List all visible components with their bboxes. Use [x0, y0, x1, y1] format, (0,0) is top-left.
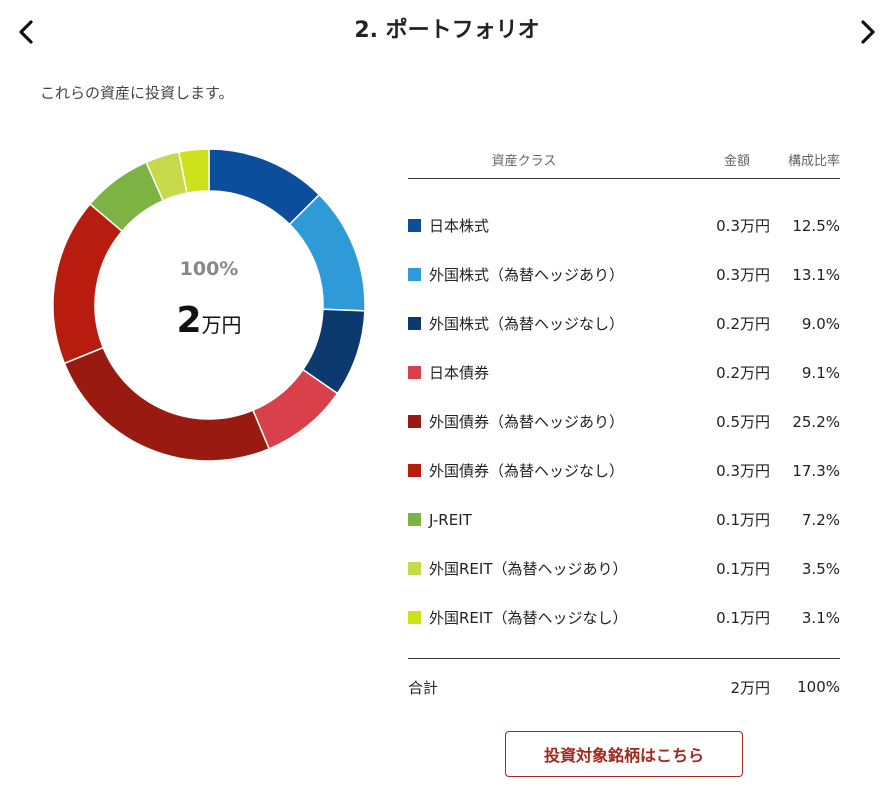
next-button[interactable] — [850, 12, 886, 52]
table-rows: 日本株式 0.3万円 12.5% 外国株式（為替ヘッジあり） 0.3万円 13.1% 外国株… — [408, 179, 840, 642]
legend-swatch — [408, 513, 421, 526]
row-amount: 0.3万円 — [716, 217, 770, 235]
legend-swatch — [408, 219, 421, 232]
row-ratio: 7.2% — [801, 510, 840, 529]
row-amount: 0.2万円 — [716, 315, 770, 333]
total-amount: 2万円 — [730, 678, 770, 697]
row-ratio: 3.1% — [801, 608, 840, 627]
row-label: 日本株式 — [429, 217, 490, 235]
legend-swatch — [408, 562, 421, 575]
table-row: J-REIT 0.1万円 7.2% — [408, 495, 840, 544]
header-asset-class: 資産クラス — [491, 153, 557, 169]
row-amount: 0.1万円 — [716, 511, 770, 529]
row-ratio: 12.5% — [792, 216, 840, 235]
row-amount: 0.5万円 — [716, 413, 770, 431]
row-label: 外国債券（為替ヘッジあり） — [429, 413, 625, 431]
investment-targets-button[interactable]: 投資対象銘柄はこちら — [505, 731, 743, 777]
table-row: 外国債券（為替ヘッジあり） 0.5万円 25.2% — [408, 397, 840, 446]
row-ratio: 25.2% — [792, 412, 840, 431]
asset-allocation-table: 資産クラス 金額 構成比率 日本株式 0.3万円 12.5% 外国株式（為替ヘッジあり… — [408, 140, 840, 642]
donut-slice — [177, 148, 210, 195]
table-row: 外国REIT（為替ヘッジあり） 0.1万円 3.5% — [408, 544, 840, 593]
row-label: 外国REIT（為替ヘッジあり） — [429, 560, 628, 578]
intro-text: これらの資産に投資します。 — [40, 84, 234, 102]
row-amount: 0.1万円 — [716, 609, 770, 627]
legend-swatch — [408, 366, 421, 379]
donut-slice — [288, 193, 366, 312]
legend-swatch — [408, 464, 421, 477]
row-label: 外国REIT（為替ヘッジなし） — [429, 609, 628, 627]
row-amount: 0.3万円 — [716, 266, 770, 284]
table-row: 日本債券 0.2万円 9.1% — [408, 348, 840, 397]
chevron-right-icon — [861, 20, 875, 44]
total-ratio: 100% — [797, 678, 840, 696]
table-row: 外国株式（為替ヘッジなし） 0.2万円 9.0% — [408, 299, 840, 348]
table-row: 外国株式（為替ヘッジあり） 0.3万円 13.1% — [408, 250, 840, 299]
table-total-row: 合計 2万円 100% — [408, 658, 840, 715]
donut-slice — [63, 346, 271, 462]
row-ratio: 17.3% — [792, 461, 840, 480]
donut-center-amount: 2万円 — [52, 300, 366, 341]
row-ratio: 13.1% — [792, 265, 840, 284]
prev-button[interactable] — [8, 12, 44, 52]
page-title: 2. ポートフォリオ — [354, 18, 540, 43]
row-label: J-REIT — [429, 510, 472, 529]
row-amount: 0.1万円 — [716, 560, 770, 578]
table-row: 外国債券（為替ヘッジなし） 0.3万円 17.3% — [408, 446, 840, 495]
header-ratio: 構成比率 — [787, 153, 840, 169]
legend-swatch — [408, 317, 421, 330]
table-header: 資産クラス 金額 構成比率 — [408, 140, 840, 179]
legend-swatch — [408, 415, 421, 428]
row-amount: 0.2万円 — [716, 364, 770, 382]
table-row: 日本株式 0.3万円 12.5% — [408, 201, 840, 250]
legend-swatch — [408, 268, 421, 281]
row-amount: 0.3万円 — [716, 462, 770, 480]
header-amount: 金額 — [723, 153, 750, 169]
row-ratio: 9.0% — [801, 314, 840, 333]
donut-center-amount-unit: 万円 — [201, 313, 242, 337]
table-row: 外国REIT（為替ヘッジなし） 0.1万円 3.1% — [408, 593, 840, 642]
portfolio-donut-chart — [52, 148, 366, 462]
legend-swatch — [408, 611, 421, 624]
row-label: 外国株式（為替ヘッジなし） — [429, 315, 625, 333]
row-ratio: 9.1% — [801, 363, 840, 382]
total-label: 合計 — [408, 678, 439, 697]
donut-center-amount-number: 2 — [176, 300, 202, 341]
chevron-left-icon — [19, 20, 33, 44]
row-label: 外国債券（為替ヘッジなし） — [429, 462, 625, 480]
row-label: 外国株式（為替ヘッジあり） — [429, 266, 625, 284]
donut-center-percent: 100% — [179, 258, 239, 280]
row-ratio: 3.5% — [801, 559, 840, 578]
row-label: 日本債券 — [429, 364, 490, 382]
